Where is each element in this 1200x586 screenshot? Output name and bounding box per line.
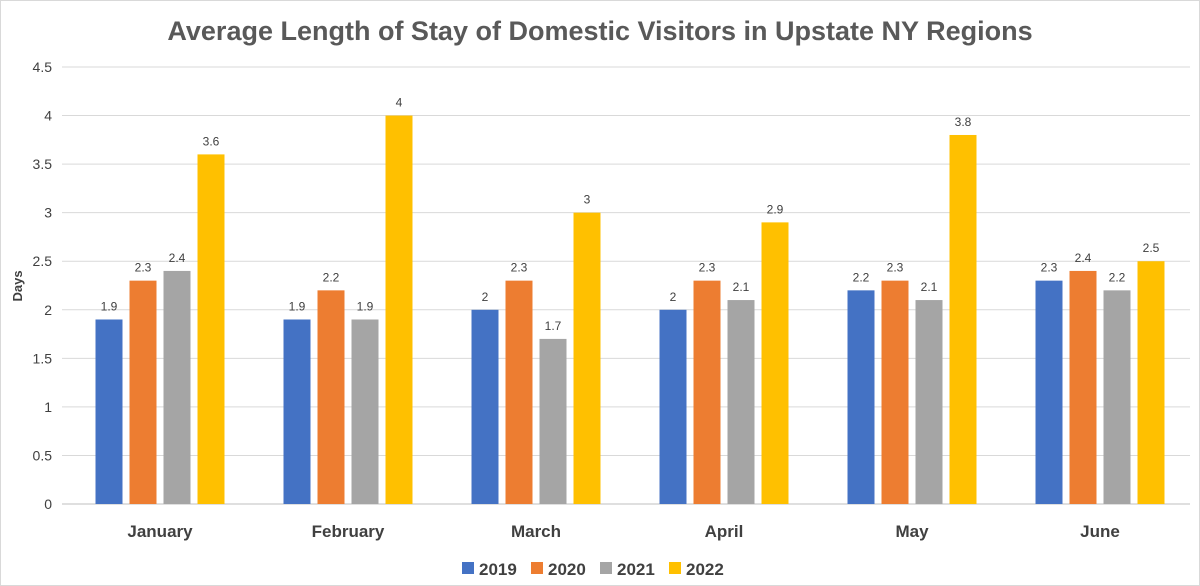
data-label: 2.3 xyxy=(135,261,152,275)
legend-label: 2022 xyxy=(686,560,724,579)
x-tick-label: February xyxy=(312,522,385,541)
bar-2022-May xyxy=(949,134,977,504)
bar-2019-April xyxy=(659,309,687,504)
bar-2020-February xyxy=(317,290,345,504)
data-label: 2.2 xyxy=(853,270,870,284)
legend-swatch-2021 xyxy=(600,562,612,574)
bar-2022-February xyxy=(385,115,413,505)
data-label: 2.2 xyxy=(323,270,340,284)
bar-2022-June xyxy=(1137,261,1165,504)
bar-2020-March xyxy=(505,280,533,504)
data-label: 2.3 xyxy=(699,261,716,275)
data-label: 2.1 xyxy=(921,280,938,294)
data-label: 1.9 xyxy=(357,299,374,313)
data-label: 2.2 xyxy=(1109,270,1126,284)
y-tick-label: 4 xyxy=(44,108,52,124)
bar-2020-June xyxy=(1069,270,1097,504)
data-label: 2.3 xyxy=(511,261,528,275)
data-label: 2 xyxy=(482,290,489,304)
bar-2019-June xyxy=(1035,280,1063,504)
data-label: 1.7 xyxy=(545,319,562,333)
bar-2019-March xyxy=(471,309,499,504)
bar-2020-April xyxy=(693,280,721,504)
data-label: 1.9 xyxy=(289,299,306,313)
bar-2022-March xyxy=(573,212,601,504)
data-label: 3 xyxy=(584,193,591,207)
bar-2022-January xyxy=(197,154,225,504)
bar-2020-May xyxy=(881,280,909,504)
bar-2019-May xyxy=(847,290,875,504)
x-tick-label: May xyxy=(895,522,929,541)
y-tick-label: 4.5 xyxy=(33,59,53,75)
data-label: 2.3 xyxy=(887,261,904,275)
x-tick-label: January xyxy=(127,522,193,541)
data-label: 3.6 xyxy=(203,134,220,148)
data-label: 4 xyxy=(396,96,403,110)
y-tick-label: 3 xyxy=(44,205,52,221)
data-label: 2.4 xyxy=(169,251,186,265)
bar-2021-June xyxy=(1103,290,1131,504)
y-tick-label: 1 xyxy=(44,399,52,415)
y-axis-label: Days xyxy=(10,270,25,301)
legend-swatch-2022 xyxy=(669,562,681,574)
bar-2021-May xyxy=(915,300,943,504)
data-label: 2.3 xyxy=(1041,261,1058,275)
y-tick-label: 1.5 xyxy=(33,350,53,366)
legend-label: 2021 xyxy=(617,560,655,579)
bar-2019-February xyxy=(283,319,311,504)
data-label: 3.8 xyxy=(955,115,972,129)
y-tick-label: 2 xyxy=(44,302,52,318)
y-tick-label: 3.5 xyxy=(33,156,53,172)
bar-2019-January xyxy=(95,319,123,504)
y-tick-label: 2.5 xyxy=(33,253,53,269)
bar-2021-February xyxy=(351,319,379,504)
data-label: 2 xyxy=(670,290,677,304)
legend-swatch-2020 xyxy=(531,562,543,574)
y-tick-label: 0.5 xyxy=(33,447,53,463)
x-tick-label: June xyxy=(1080,522,1120,541)
bar-2021-April xyxy=(727,300,755,504)
y-tick-label: 0 xyxy=(44,496,52,512)
data-label: 1.9 xyxy=(101,299,118,313)
legend-label: 2019 xyxy=(479,560,517,579)
x-tick-label: March xyxy=(511,522,561,541)
data-label: 2.5 xyxy=(1143,241,1160,255)
data-label: 2.4 xyxy=(1075,251,1092,265)
data-label: 2.1 xyxy=(733,280,750,294)
bar-2021-January xyxy=(163,270,191,504)
data-label: 2.9 xyxy=(767,202,784,216)
legend-label: 2020 xyxy=(548,560,586,579)
bar-2021-March xyxy=(539,338,567,504)
legend-swatch-2019 xyxy=(462,562,474,574)
chart-title: Average Length of Stay of Domestic Visit… xyxy=(167,16,1032,46)
x-tick-label: April xyxy=(705,522,744,541)
bar-2022-April xyxy=(761,222,789,504)
bar-2020-January xyxy=(129,280,157,504)
